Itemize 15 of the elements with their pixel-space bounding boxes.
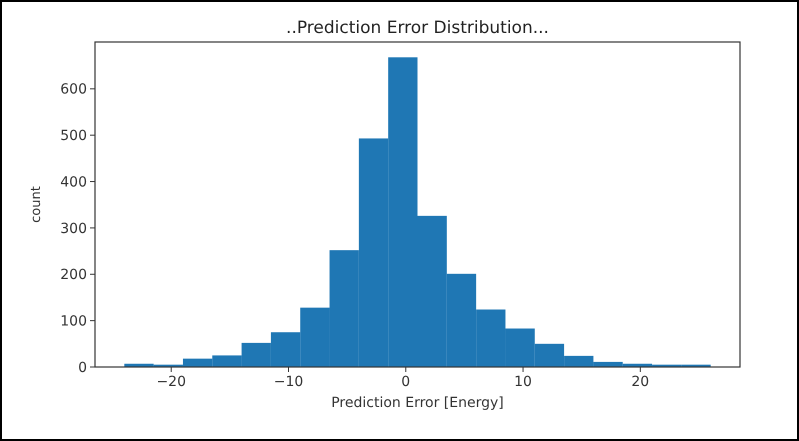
y-tick-label: 500 [60,128,87,144]
y-axis-title: count [29,186,44,223]
x-axis-title: Prediction Error [Energy] [331,395,504,411]
y-tick-label: 300 [60,220,87,237]
x-tick-label: −20 [156,374,186,390]
x-tick-label: −10 [274,374,304,390]
y-tick-label: 0 [78,360,87,376]
x-tick-label: 20 [631,374,650,390]
x-tick-label: 10 [514,374,532,390]
y-tick-label: 200 [60,267,87,284]
x-tick-label: 0 [401,374,410,390]
chart-title: ..Prediction Error Distribution... [286,18,549,38]
y-tick-label: 600 [60,82,87,98]
y-tick-label: 400 [60,174,87,190]
y-tick-label: 100 [60,314,87,330]
